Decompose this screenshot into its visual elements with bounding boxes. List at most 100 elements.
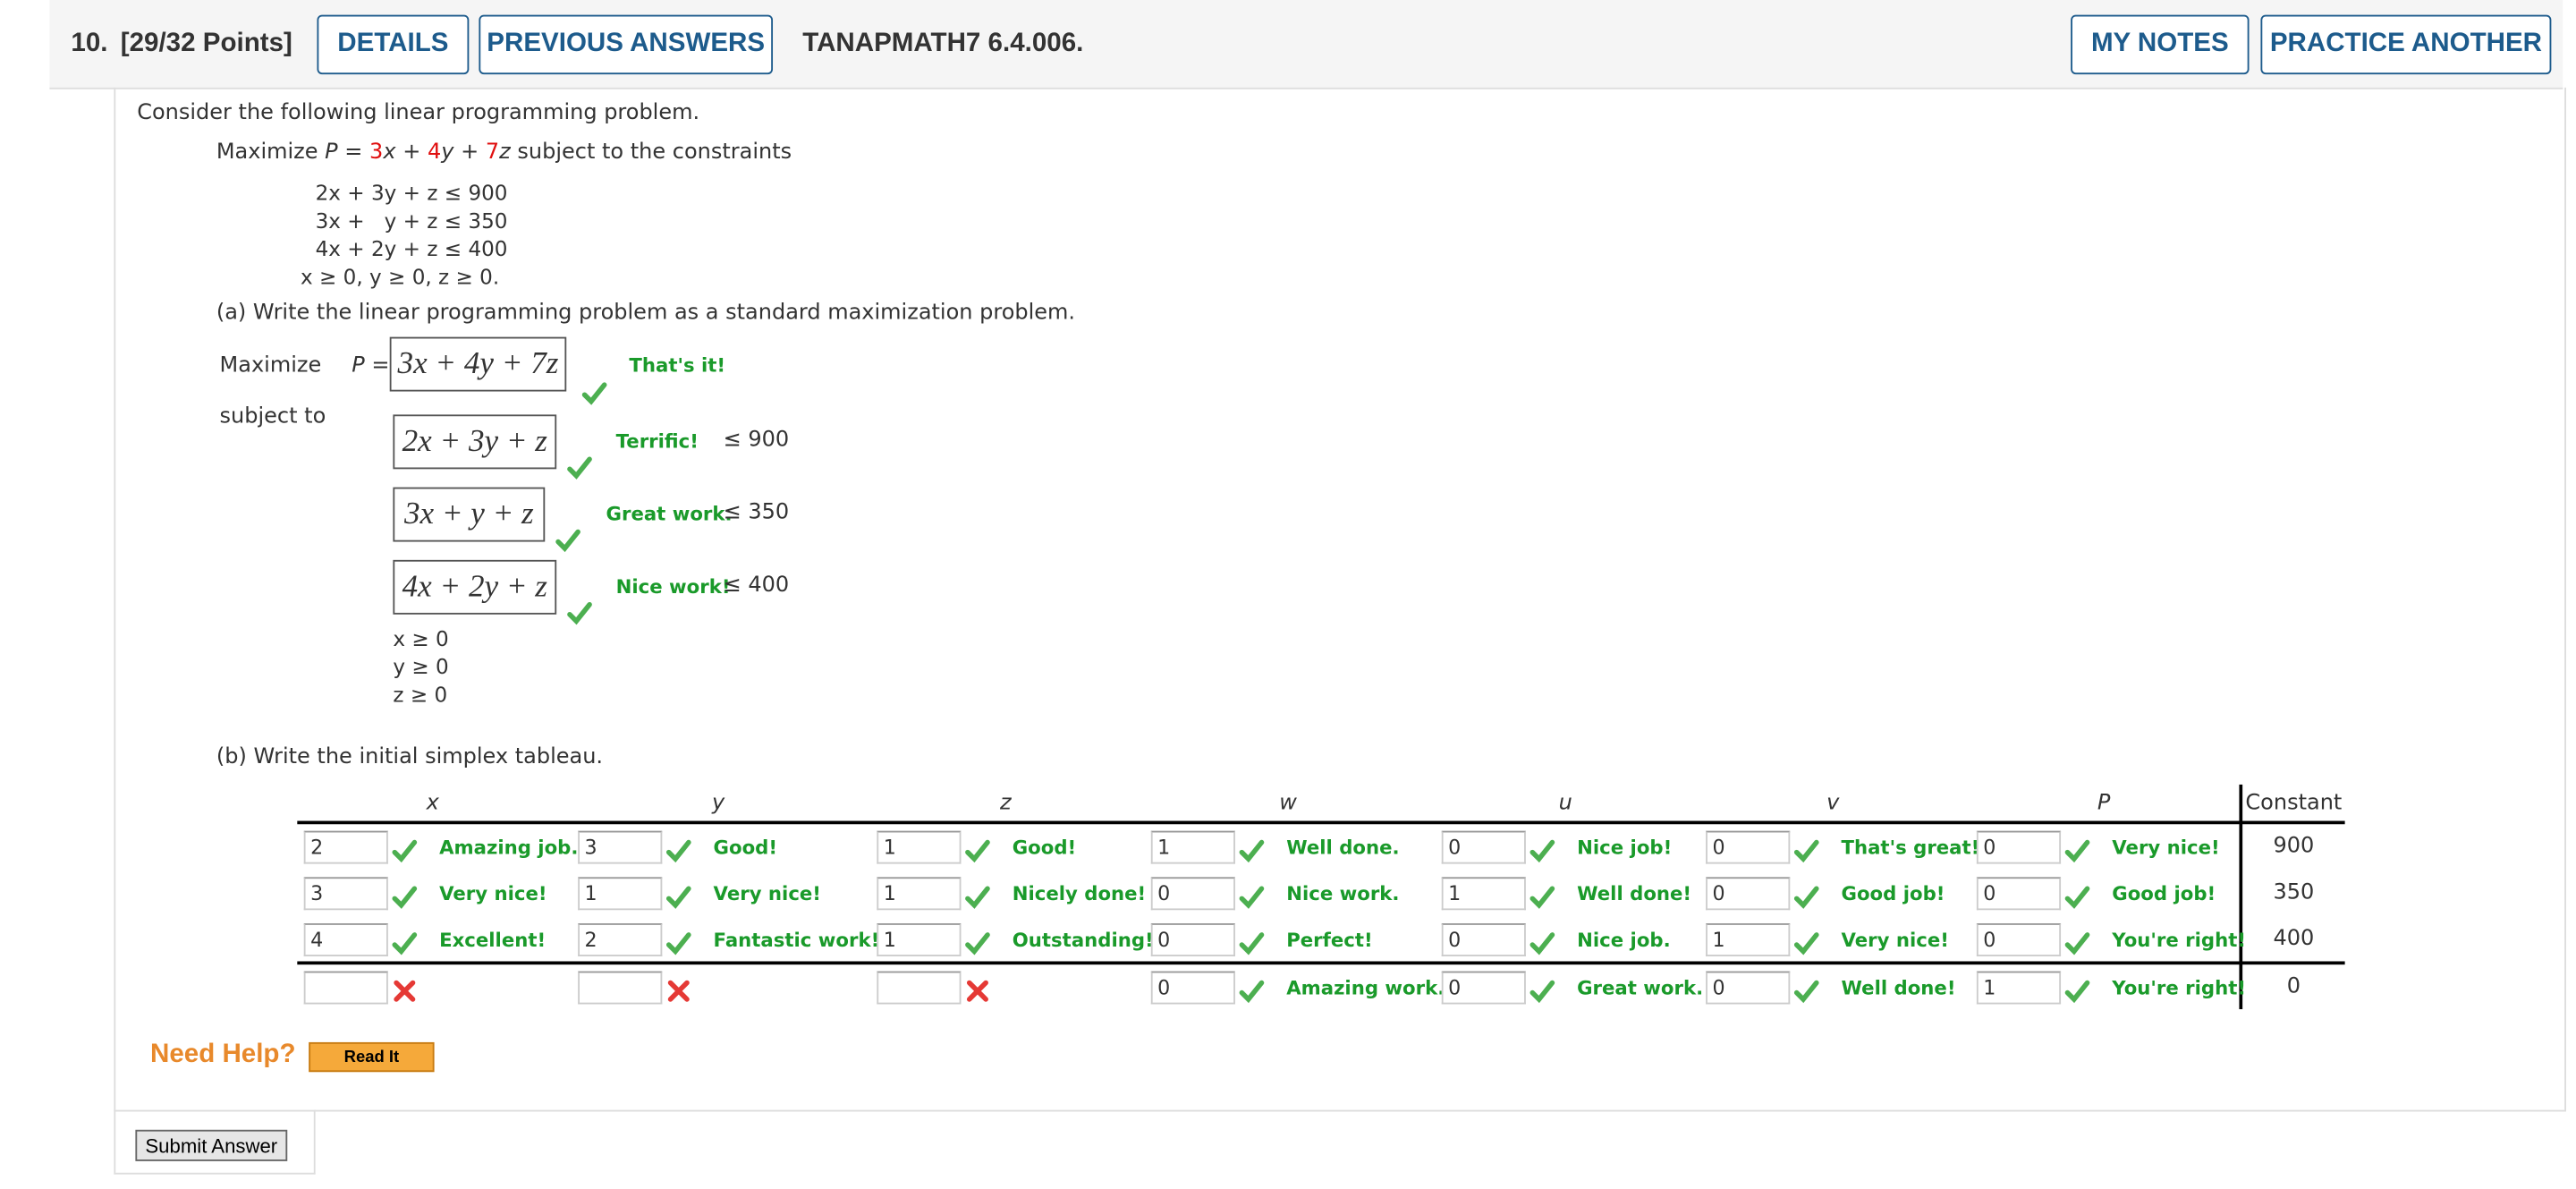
feedback: Very nice! xyxy=(439,881,547,905)
check-icon xyxy=(665,932,691,955)
tableau-input[interactable]: 0 xyxy=(1706,971,1791,1005)
feedback: That's it! xyxy=(629,353,726,377)
tableau-input[interactable]: 1 xyxy=(578,877,663,911)
bound: ≤ 400 xyxy=(723,573,790,599)
tableau-input[interactable]: 0 xyxy=(1976,830,2062,864)
check-icon xyxy=(2064,932,2090,955)
tableau-input[interactable] xyxy=(578,971,663,1005)
header-button[interactable]: PREVIOUS ANSWERS xyxy=(479,14,774,75)
check-icon xyxy=(392,886,418,909)
tableau-input[interactable]: 4 xyxy=(303,923,388,956)
constant: 900 xyxy=(2273,834,2315,860)
feedback: Nice job. xyxy=(1577,928,1671,952)
tableau-input[interactable]: 0 xyxy=(1441,830,1526,864)
feedback: Very nice! xyxy=(713,881,821,905)
tableau-input[interactable]: 0 xyxy=(1976,877,2062,911)
answer-box: 3x + 4y + 7z xyxy=(389,336,567,392)
check-icon xyxy=(2064,839,2090,863)
question-box xyxy=(114,87,2566,1112)
objective-part: P xyxy=(325,140,338,166)
feedback: Very nice! xyxy=(2112,836,2220,860)
feedback: Well done! xyxy=(1577,881,1692,905)
tableau-input[interactable]: 3 xyxy=(303,877,388,911)
check-icon xyxy=(665,886,691,909)
objective-part: = xyxy=(337,140,370,166)
feedback: Good! xyxy=(1012,836,1077,860)
tableau-input[interactable]: 0 xyxy=(1706,830,1791,864)
tableau-input[interactable]: 0 xyxy=(1976,923,2062,956)
read-it-button[interactable]: Read It xyxy=(309,1041,435,1073)
check-icon xyxy=(1793,932,1819,955)
tableau-input[interactable]: 3 xyxy=(578,830,663,864)
tableau-input[interactable]: 2 xyxy=(578,923,663,956)
nonneg: z ≥ 0 xyxy=(393,682,448,708)
cross-icon xyxy=(394,980,416,1002)
column-header: Constant xyxy=(2245,791,2343,817)
check-icon xyxy=(665,839,691,863)
tableau-input[interactable]: 2 xyxy=(303,830,388,864)
check-icon xyxy=(1530,839,1555,863)
question-number: 10. xyxy=(71,30,108,58)
bound: ≤ 350 xyxy=(723,500,790,526)
check-icon xyxy=(392,839,418,863)
label: P = xyxy=(352,353,390,378)
check-icon xyxy=(1239,980,1265,1004)
feedback: Perfect! xyxy=(1286,928,1373,952)
tableau-input[interactable]: 0 xyxy=(1441,923,1526,956)
check-icon xyxy=(1530,932,1555,955)
constant: 350 xyxy=(2273,880,2315,905)
column-header: w xyxy=(1279,791,1297,817)
feedback: Good job! xyxy=(2112,881,2216,905)
tableau-input[interactable]: 1 xyxy=(877,923,962,956)
tableau-input[interactable]: 0 xyxy=(1706,877,1791,911)
constraint: 4x + 2y + z ≤ 400 xyxy=(315,236,508,261)
tableau-input[interactable]: 0 xyxy=(1150,971,1235,1005)
column-header: y xyxy=(711,791,725,817)
objective-part: 7 xyxy=(485,140,500,166)
tableau-input[interactable]: 1 xyxy=(877,877,962,911)
feedback: Outstanding! xyxy=(1012,928,1154,952)
feedback: Terrific! xyxy=(615,429,699,453)
header-button[interactable]: DETAILS xyxy=(317,14,470,75)
tableau-input[interactable]: 0 xyxy=(1150,923,1235,956)
objective-part: + xyxy=(395,140,428,166)
tableau-input[interactable]: 1 xyxy=(877,830,962,864)
prompt: (a) Write the linear programming problem… xyxy=(216,301,1076,326)
points: [29/32 Points] xyxy=(120,30,292,58)
tableau-input[interactable]: 1 xyxy=(1441,877,1526,911)
check-icon xyxy=(2064,886,2090,909)
rule xyxy=(2239,784,2243,1010)
tableau-input[interactable] xyxy=(877,971,962,1005)
check-icon xyxy=(1530,980,1555,1004)
tableau-input[interactable]: 1 xyxy=(1706,923,1791,956)
nonneg: x ≥ 0 xyxy=(393,625,449,651)
feedback: Great work. xyxy=(606,502,733,526)
cross-icon xyxy=(667,980,690,1002)
constraint: x ≥ 0, y ≥ 0, z ≥ 0. xyxy=(301,264,500,290)
check-icon xyxy=(567,601,592,625)
header-button[interactable]: MY NOTES xyxy=(2071,14,2250,75)
constraint: 2x + 3y + z ≤ 900 xyxy=(315,180,508,205)
objective-part: y xyxy=(441,140,454,166)
tableau-input[interactable]: 0 xyxy=(1150,877,1235,911)
constraint: 3x + y + z ≤ 350 xyxy=(315,208,508,234)
check-icon xyxy=(567,456,592,480)
tableau-input[interactable] xyxy=(303,971,388,1005)
objective-part: 3 xyxy=(369,140,384,166)
check-icon xyxy=(1239,932,1265,955)
tableau-input[interactable]: 1 xyxy=(1976,971,2062,1005)
objective-part: 4 xyxy=(427,140,442,166)
tableau-input[interactable]: 1 xyxy=(1150,830,1235,864)
answer-box: 2x + 3y + z xyxy=(393,414,557,470)
submit-button[interactable]: Submit Answer xyxy=(135,1129,288,1161)
feedback: Well done! xyxy=(1841,976,1956,999)
feedback: Fantastic work! xyxy=(713,928,880,952)
header-button[interactable]: PRACTICE ANOTHER xyxy=(2260,14,2552,75)
rule xyxy=(297,820,2345,825)
bound: ≤ 900 xyxy=(723,428,790,453)
submit-box xyxy=(114,1109,316,1175)
tableau-input[interactable]: 0 xyxy=(1441,971,1526,1005)
prompt: (b) Write the initial simplex tableau. xyxy=(216,744,604,770)
check-icon xyxy=(1239,839,1265,863)
check-icon xyxy=(1530,886,1555,909)
